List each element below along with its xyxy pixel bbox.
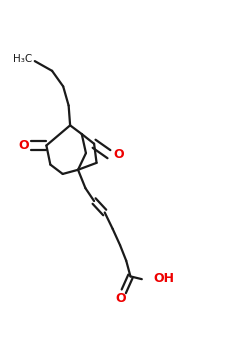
Text: OH: OH [153, 272, 174, 285]
Text: H₃C: H₃C [13, 54, 32, 64]
Text: O: O [18, 139, 29, 152]
Text: O: O [116, 293, 126, 306]
Text: O: O [113, 148, 124, 161]
